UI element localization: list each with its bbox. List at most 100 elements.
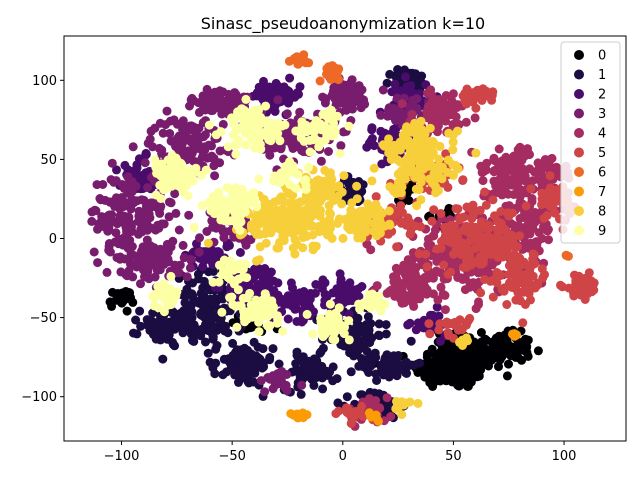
- point-series-1: [183, 290, 192, 300]
- point-series-1: [234, 377, 243, 387]
- point-series-3: [161, 120, 170, 130]
- point-series-5: [473, 236, 483, 246]
- point-series-5: [472, 257, 481, 267]
- point-series-3: [144, 263, 153, 273]
- point-series-1: [216, 316, 226, 326]
- point-series-9: [164, 181, 174, 191]
- point-series-8: [453, 164, 463, 174]
- point-series-5: [542, 211, 552, 220]
- point-series-5: [543, 193, 553, 203]
- point-series-8: [252, 256, 261, 266]
- point-series-4: [532, 237, 542, 247]
- point-series-0: [493, 340, 503, 350]
- point-series-9: [273, 314, 283, 324]
- point-series-1: [336, 340, 346, 350]
- point-series-0: [111, 295, 121, 305]
- point-series-9: [267, 305, 277, 315]
- point-series-2: [345, 284, 355, 294]
- point-series-5: [488, 292, 498, 302]
- point-series-5: [580, 295, 590, 304]
- point-series-9: [231, 301, 241, 311]
- point-series-4: [412, 273, 422, 283]
- point-series-4: [415, 288, 425, 298]
- point-series-3: [145, 134, 155, 144]
- point-series-2: [377, 159, 387, 169]
- point-series-8: [278, 214, 288, 224]
- point-series-3: [344, 95, 354, 105]
- point-series-9: [231, 149, 241, 159]
- point-series-9: [280, 167, 289, 177]
- point-series-9: [214, 207, 223, 217]
- point-series-3: [209, 161, 219, 171]
- point-series-3: [134, 206, 144, 216]
- point-series-9: [239, 111, 249, 121]
- point-series-2: [357, 282, 367, 291]
- point-series-9: [229, 195, 239, 205]
- point-series-3: [207, 141, 216, 151]
- point-series-9: [291, 126, 301, 136]
- point-series-9: [344, 121, 354, 131]
- point-series-9: [197, 201, 207, 211]
- point-series-9: [271, 174, 281, 184]
- point-series-4: [536, 165, 546, 175]
- point-series-1: [216, 294, 226, 304]
- point-series-3: [198, 91, 208, 101]
- point-series-3: [93, 258, 103, 268]
- point-series-8: [372, 231, 382, 241]
- point-series-5: [422, 262, 432, 272]
- point-series-5: [540, 270, 549, 280]
- point-series-5: [414, 249, 424, 259]
- point-series-8: [339, 171, 349, 181]
- point-series-2: [120, 160, 130, 170]
- point-series-0: [502, 337, 512, 347]
- point-series-1: [199, 291, 209, 300]
- point-series-4: [541, 222, 551, 232]
- point-series-3: [163, 247, 173, 257]
- point-series-3: [119, 183, 129, 193]
- point-series-8: [437, 162, 447, 172]
- point-series-4: [432, 252, 442, 262]
- point-series-5: [512, 242, 522, 252]
- point-series-8: [398, 141, 408, 151]
- legend-marker-5: [574, 147, 584, 158]
- point-series-2: [376, 126, 386, 136]
- point-series-9: [211, 130, 221, 140]
- point-series-4: [439, 101, 449, 111]
- point-series-5: [471, 244, 480, 253]
- point-series-9: [325, 299, 335, 309]
- point-series-8: [434, 154, 444, 164]
- y-tick-label: 100: [32, 74, 57, 89]
- y-tick-label: 50: [40, 153, 57, 168]
- point-series-3: [181, 123, 191, 133]
- point-series-5: [436, 209, 446, 218]
- point-series-0: [476, 365, 486, 375]
- data-points: [87, 50, 599, 431]
- point-series-3: [152, 252, 162, 262]
- point-series-2: [426, 310, 435, 320]
- y-tick-label: 0: [49, 232, 57, 247]
- point-series-2: [365, 138, 374, 148]
- point-series-3: [191, 127, 201, 137]
- point-series-3: [207, 216, 217, 226]
- point-series-5: [392, 242, 402, 252]
- point-series-0: [126, 293, 135, 303]
- point-series-1: [243, 377, 253, 387]
- point-series-5: [421, 249, 431, 259]
- point-series-5: [545, 171, 555, 181]
- point-series-0: [428, 368, 438, 378]
- point-series-4: [415, 281, 425, 291]
- x-tick-label: −50: [218, 449, 245, 464]
- point-series-9: [241, 94, 251, 104]
- point-series-1: [208, 266, 218, 276]
- x-tick-label: 0: [339, 449, 347, 464]
- point-series-0: [482, 335, 491, 345]
- point-series-1: [192, 296, 202, 306]
- point-series-3: [185, 263, 195, 273]
- point-series-7: [295, 411, 305, 421]
- point-series-5: [574, 271, 584, 281]
- point-series-7: [509, 329, 519, 339]
- point-series-3: [155, 208, 165, 218]
- point-series-5: [518, 318, 528, 328]
- legend-marker-9: [574, 225, 584, 236]
- point-series-8: [290, 249, 300, 259]
